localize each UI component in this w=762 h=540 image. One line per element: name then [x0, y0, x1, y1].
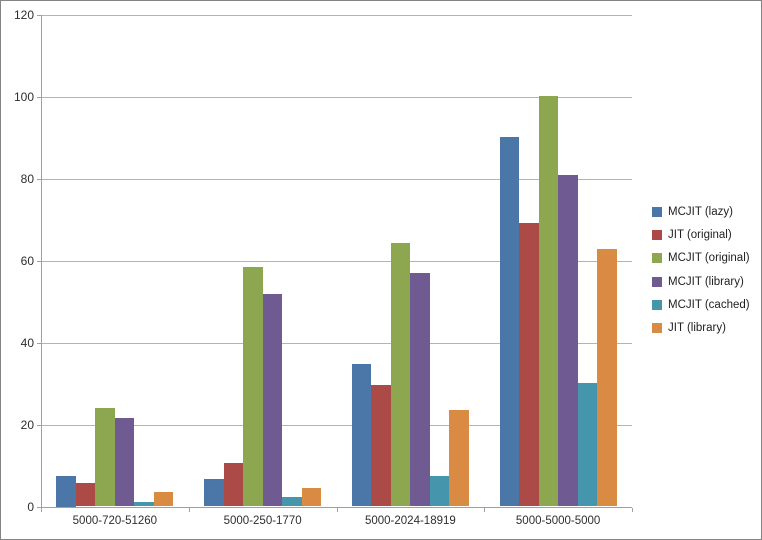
gridline-y-60: [41, 260, 632, 262]
x-category-label-5000-5000-5000: 5000-5000-5000: [515, 515, 601, 527]
x-axis-line: [41, 506, 632, 508]
bar-jit-library-5000-5000-5000: [597, 248, 617, 507]
bar-mcjit-cached-5000-250-1770: [282, 497, 302, 507]
y-tick-label-120: 120: [13, 8, 34, 22]
y-tick-label-40: 40: [20, 335, 34, 350]
x-category-label-5000-720-51260: 5000-720-51260: [72, 515, 158, 527]
bar-mcjit-cached-5000-720-51260: [134, 501, 154, 507]
bar-jit-library-5000-2024-18919: [449, 410, 469, 507]
x-tick-mark-3: [484, 507, 486, 512]
gridline-y-20: [41, 424, 632, 426]
y-tick-mark-120: [37, 15, 41, 16]
y-axis-line: [41, 15, 42, 507]
bar-mcjit-cached-5000-2024-18919: [429, 476, 450, 507]
legend-label: MCJIT (lazy): [668, 205, 733, 218]
x-tick-mark-1: [188, 507, 190, 512]
gridline-y-100: [41, 96, 632, 98]
bar-jit-original-5000-2024-18919: [371, 385, 391, 507]
legend-label: MCJIT (cached): [668, 298, 750, 311]
legend-swatch-icon: [652, 253, 662, 264]
legend-item-mcjit-original: MCJIT (original): [652, 247, 750, 270]
legend-swatch-icon: [652, 323, 662, 334]
bar-mcjit-original-5000-5000-5000: [538, 95, 559, 507]
bar-jit-original-5000-250-1770: [223, 462, 244, 507]
bar-jit-original-5000-5000-5000: [519, 222, 539, 507]
legend-swatch-icon: [652, 299, 662, 310]
x-category-label-5000-2024-18919: 5000-2024-18919: [364, 515, 456, 527]
y-tick-mark-100: [37, 96, 41, 98]
legend-item-mcjit-cached: MCJIT (cached): [652, 293, 750, 316]
legend-label: MCJIT (library): [668, 275, 744, 288]
y-tick-mark-0: [37, 506, 41, 508]
y-tick-label-100: 100: [13, 89, 34, 104]
x-tick-mark-4: [632, 507, 633, 512]
bar-mcjit-lazy-5000-720-51260: [56, 475, 76, 507]
bar-mcjit-original-5000-720-51260: [95, 408, 115, 507]
legend-swatch-icon: [652, 229, 662, 240]
x-tick-mark-0: [41, 507, 42, 512]
bar-mcjit-library-5000-720-51260: [114, 418, 135, 507]
y-tick-mark-40: [37, 342, 41, 344]
y-tick-mark-60: [37, 260, 41, 262]
y-tick-label-20: 20: [20, 417, 34, 432]
y-tick-label-0: 0: [27, 499, 34, 514]
x-tick-mark-2: [336, 507, 338, 512]
legend-label: MCJIT (original): [668, 252, 750, 265]
legend-swatch-icon: [652, 206, 662, 217]
legend-swatch-icon: [652, 276, 662, 287]
legend-item-jit-library: JIT (library): [652, 316, 750, 339]
gridline-y-120: [41, 15, 632, 16]
x-category-label-5000-250-1770: 5000-250-1770: [223, 515, 302, 527]
bar-jit-original-5000-720-51260: [75, 482, 96, 507]
y-tick-label-60: 60: [20, 253, 34, 268]
bar-mcjit-lazy-5000-250-1770: [204, 478, 224, 507]
legend-label: JIT (original): [668, 228, 732, 241]
gridline-y-80: [41, 178, 632, 180]
bar-mcjit-library-5000-2024-18919: [410, 273, 430, 507]
legend-label: JIT (library): [668, 322, 726, 335]
y-tick-mark-20: [37, 424, 41, 426]
legend-item-mcjit-library: MCJIT (library): [652, 270, 750, 293]
y-tick-label-80: 80: [20, 171, 34, 186]
bar-mcjit-original-5000-2024-18919: [390, 243, 411, 507]
bar-mcjit-original-5000-250-1770: [243, 266, 263, 507]
legend-item-mcjit-lazy: MCJIT (lazy): [652, 200, 750, 223]
y-tick-mark-80: [37, 178, 41, 180]
bar-mcjit-library-5000-250-1770: [262, 293, 283, 507]
bar-mcjit-lazy-5000-2024-18919: [351, 363, 372, 507]
bar-mcjit-library-5000-5000-5000: [558, 174, 578, 507]
bar-jit-library-5000-250-1770: [301, 488, 322, 507]
bar-jit-library-5000-720-51260: [153, 491, 174, 507]
legend: MCJIT (lazy) JIT (original) MCJIT (origina…: [652, 200, 750, 340]
bar-mcjit-lazy-5000-5000-5000: [499, 136, 520, 507]
gridline-y-40: [41, 342, 632, 344]
legend-item-jit-original: JIT (original): [652, 223, 750, 246]
bar-mcjit-cached-5000-5000-5000: [577, 382, 598, 507]
